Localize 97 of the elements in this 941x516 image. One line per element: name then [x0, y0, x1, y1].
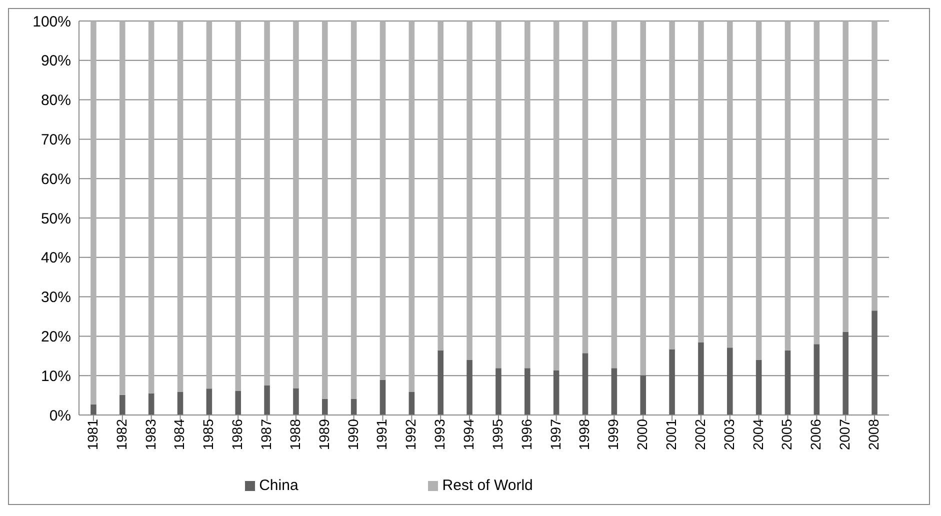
y-tick-label: 90% — [40, 52, 71, 70]
bar — [698, 342, 704, 415]
bar — [496, 368, 502, 415]
bar — [727, 21, 733, 348]
bar — [842, 332, 848, 415]
y-tick-label: 40% — [40, 250, 71, 267]
x-tick-label: 1983 — [142, 418, 158, 450]
bar — [640, 375, 646, 415]
x-tick-label: 2004 — [750, 418, 766, 450]
x-tick-label: 2003 — [720, 418, 737, 450]
bar — [814, 344, 820, 415]
bar — [611, 368, 618, 415]
bar — [148, 393, 154, 415]
bar — [466, 21, 472, 360]
bar — [235, 390, 241, 415]
x-tick-label: 1986 — [229, 418, 246, 450]
bar — [784, 21, 791, 350]
legend-label: China — [259, 477, 298, 494]
x-tick-label: 1999 — [605, 418, 622, 450]
bar — [582, 353, 588, 415]
bar — [756, 21, 762, 360]
x-tick-label: 1994 — [460, 418, 476, 450]
bar — [206, 388, 212, 415]
bar — [322, 398, 328, 415]
x-tick-label: 1988 — [286, 418, 303, 450]
y-tick-label: 80% — [40, 92, 71, 110]
bar — [524, 21, 530, 368]
bar — [784, 350, 791, 415]
x-tick-label: 2001 — [662, 418, 679, 450]
bar — [438, 350, 444, 415]
x-tick-label: 1995 — [489, 418, 506, 450]
x-tick-label: 1992 — [402, 418, 419, 450]
bar — [90, 404, 96, 415]
bar — [293, 21, 299, 388]
x-tick-label: 2007 — [836, 418, 853, 450]
x-tick-label: 1997 — [547, 418, 564, 450]
x-tick-label: 2005 — [778, 418, 795, 450]
bar — [872, 21, 878, 311]
x-tick-label: 1991 — [374, 418, 390, 450]
y-tick-label: 10% — [40, 368, 71, 385]
bar — [350, 21, 357, 399]
bar — [496, 21, 502, 368]
x-tick-label: 1990 — [344, 418, 361, 450]
bar — [177, 392, 184, 415]
x-tick-label: 2002 — [692, 418, 708, 450]
bar — [322, 21, 328, 399]
bar — [698, 21, 704, 343]
bar — [177, 21, 184, 392]
bar — [206, 21, 212, 389]
bar — [640, 21, 646, 376]
y-tick-label: 50% — [40, 210, 71, 228]
y-tick-label: 70% — [40, 132, 71, 149]
bar — [756, 360, 762, 415]
bar — [872, 310, 878, 415]
bar — [669, 21, 675, 350]
x-tick-label: 2000 — [634, 418, 650, 450]
bar — [582, 21, 588, 354]
x-tick-label: 2006 — [808, 418, 824, 450]
bar — [408, 21, 415, 392]
x-tick-label: 2008 — [865, 418, 882, 450]
x-tick-label: 1984 — [171, 418, 188, 450]
bar — [120, 394, 126, 415]
x-tick-label: 1981 — [84, 418, 100, 450]
x-tick-label: 1998 — [576, 418, 592, 450]
bar — [380, 21, 386, 380]
bar — [466, 360, 472, 415]
bar — [120, 21, 126, 395]
y-tick-label: 30% — [40, 289, 71, 306]
x-tick-label: 1996 — [518, 418, 534, 450]
bar — [611, 21, 618, 368]
bar — [727, 348, 733, 415]
bar — [90, 21, 96, 404]
bar — [814, 21, 820, 344]
bar — [408, 392, 415, 415]
y-tick-label: 0% — [49, 407, 71, 424]
bar — [350, 398, 357, 415]
x-tick-label: 1982 — [113, 418, 130, 450]
x-tick-label: 1989 — [316, 418, 332, 450]
bar — [380, 380, 386, 415]
bar — [524, 368, 530, 415]
x-tick-label: 1987 — [258, 418, 274, 450]
bar — [553, 370, 560, 415]
bar — [148, 21, 154, 394]
bar — [842, 21, 848, 332]
x-tick-label: 1985 — [200, 418, 216, 450]
bar — [553, 21, 560, 370]
bar — [293, 388, 299, 415]
legend-label: Rest of World — [442, 477, 533, 494]
bar — [235, 21, 241, 391]
y-tick-label: 100% — [32, 13, 71, 30]
bar — [264, 385, 270, 415]
x-tick-label: 1993 — [432, 418, 448, 450]
bar — [438, 21, 444, 350]
bar — [264, 21, 270, 386]
y-tick-label: 20% — [40, 328, 71, 346]
bar — [669, 349, 675, 415]
y-tick-label: 60% — [40, 170, 71, 188]
